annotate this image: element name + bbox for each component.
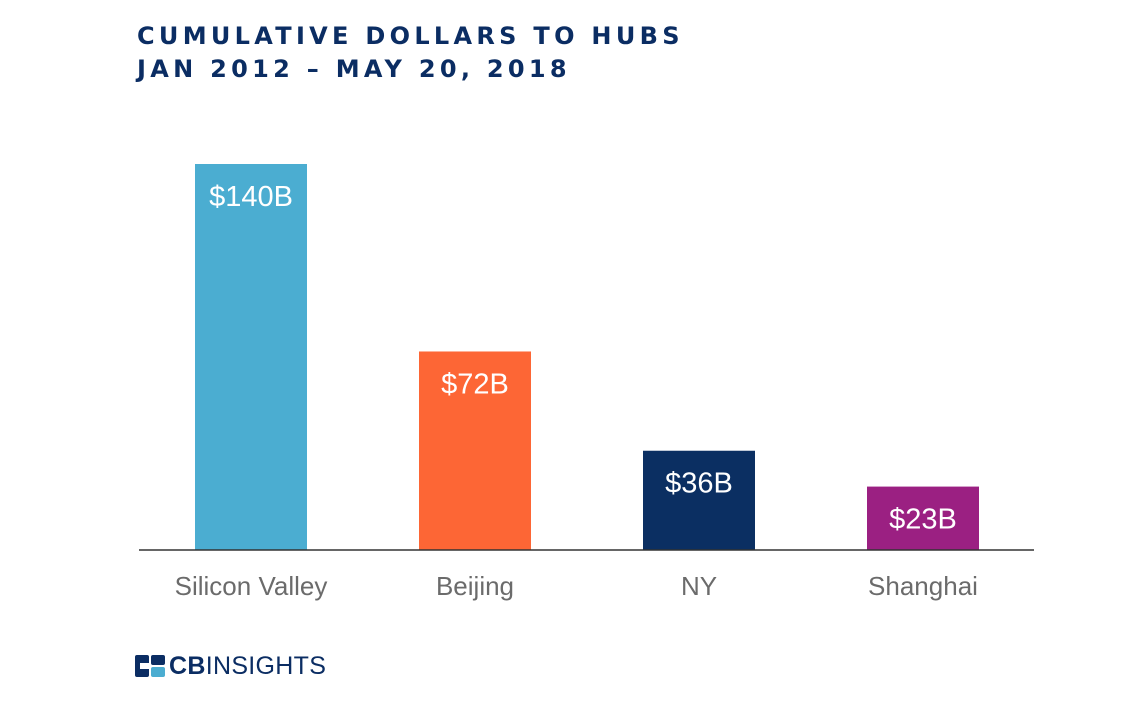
bar-beijing: [419, 351, 531, 550]
cb-insights-logo: CBINSIGHTS: [135, 652, 326, 681]
value-label-ny: $36B: [665, 468, 733, 500]
chart-title-block: CUMULATIVE DOLLARS TO HUBS JAN 2012 – MA…: [137, 20, 684, 86]
bar-shanghai: [867, 486, 979, 550]
value-label-silicon-valley: $140B: [209, 181, 293, 213]
cb-insights-logo-text: CBINSIGHTS: [169, 652, 326, 681]
value-label-beijing: $72B: [441, 368, 509, 400]
logo-text-bold: CB: [169, 651, 206, 680]
bar-ny: [643, 450, 755, 550]
bars-group: [195, 164, 979, 550]
category-label-ny: NY: [681, 571, 717, 601]
category-label-silicon-valley: Silicon Valley: [175, 571, 328, 601]
category-label-beijing: Beijing: [436, 571, 514, 601]
cb-insights-logo-icon: [135, 655, 165, 677]
value-labels-group: $140B $72B $36B $23B: [209, 181, 957, 536]
chart-title: CUMULATIVE DOLLARS TO HUBS: [137, 22, 684, 50]
chart-subtitle: JAN 2012 – MAY 20, 2018: [137, 55, 571, 83]
bar-silicon-valley: [195, 164, 307, 550]
bar-chart: $140B $72B $36B $23B Silicon Valley Beijing N…: [139, 164, 1034, 601]
logo-text-regular: INSIGHTS: [205, 651, 327, 680]
category-labels-group: Silicon Valley Beijing NY Shanghai: [175, 571, 978, 601]
category-label-shanghai: Shanghai: [868, 571, 978, 601]
value-label-shanghai: $23B: [889, 504, 957, 536]
